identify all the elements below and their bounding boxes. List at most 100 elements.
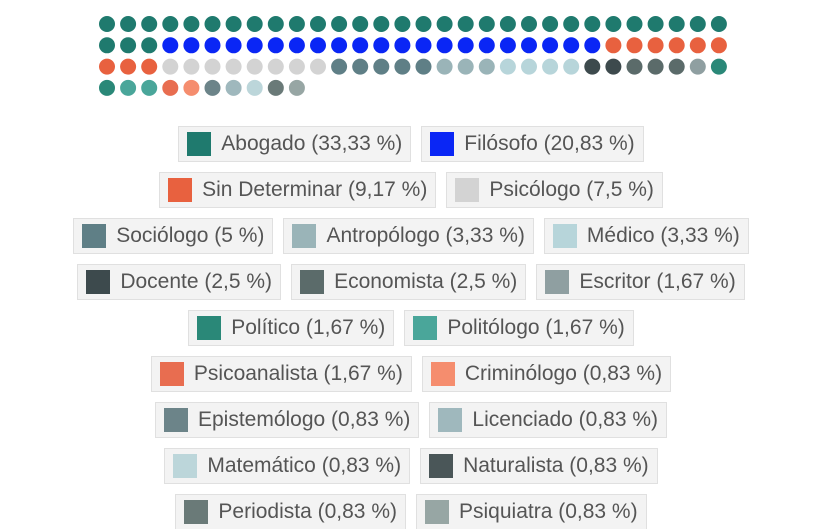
- dot: [584, 37, 601, 54]
- dot: [647, 16, 664, 32]
- dot: [478, 16, 495, 32]
- legend-row: Docente (2,5 %) Economista (2,5 %) Escrito…: [0, 264, 822, 310]
- legend-item[interactable]: Sociólogo (5 %): [73, 218, 274, 254]
- dot: [204, 16, 221, 32]
- legend-label: Sociólogo (5 %): [116, 224, 265, 247]
- legend-item[interactable]: Criminólogo (0,83 %): [421, 356, 672, 392]
- dot: [457, 16, 474, 32]
- dot: [141, 79, 158, 96]
- dot: [710, 16, 727, 32]
- legend-label: Psicoanalista (1,67 %): [193, 362, 403, 385]
- legend-label: Sin Determinar (9,17 %): [202, 178, 428, 201]
- dot: [521, 16, 537, 32]
- dot: [310, 16, 326, 32]
- legend-swatch: [300, 270, 325, 294]
- dot: [415, 58, 432, 75]
- dot: [225, 58, 242, 75]
- legend-row: Sin Determinar (9,17 %) Psicólogo (7,5 %): [0, 172, 822, 218]
- legend-swatch: [455, 178, 480, 202]
- dot: [352, 37, 369, 54]
- dot: [668, 58, 685, 75]
- dot: [267, 58, 284, 75]
- legend-label: Docente (2,5 %): [120, 270, 273, 293]
- legend-label: Político (1,67 %): [231, 316, 386, 339]
- dot: [141, 58, 158, 75]
- dot: [141, 16, 158, 32]
- legend-item[interactable]: Político (1,67 %): [188, 310, 395, 346]
- legend-swatch: [425, 500, 449, 524]
- legend-item[interactable]: Periodista (0,83 %): [175, 494, 406, 529]
- legend-row: Periodista (0,83 %) Psiquiatra (0,83 %): [0, 494, 822, 529]
- legend-label: Criminólogo (0,83 %): [464, 362, 663, 385]
- legend-swatch: [197, 316, 222, 340]
- legend-row: Psicoanalista (1,67 %) Criminólogo (0,83 …: [0, 356, 822, 402]
- dot: [415, 16, 432, 32]
- dot: [331, 37, 348, 54]
- dot: [478, 58, 495, 75]
- dot: [626, 58, 643, 75]
- legend-row: Abogado (33,33 %) Filósofo (20,83 %): [0, 126, 822, 172]
- dot: [478, 37, 495, 54]
- legend-item[interactable]: Licenciado (0,83 %): [429, 402, 668, 438]
- legend-label: Economista (2,5 %): [334, 270, 518, 293]
- dot: [183, 79, 200, 96]
- legend-item[interactable]: Politólogo (1,67 %): [404, 310, 634, 346]
- dot: [331, 16, 348, 32]
- dot: [436, 16, 453, 32]
- legend-item[interactable]: Filósofo (20,83 %): [421, 126, 644, 162]
- dot: [225, 16, 242, 32]
- dot: [288, 79, 305, 96]
- dot: [267, 79, 284, 96]
- dot: [647, 58, 664, 75]
- legend-row: Epistemólogo (0,83 %) Licenciado (0,83 %): [0, 402, 822, 448]
- legend-swatch: [159, 362, 184, 386]
- legend-item[interactable]: Psicoanalista (1,67 %): [150, 356, 412, 392]
- dot: [288, 58, 305, 75]
- legend-item[interactable]: Médico (3,33 %): [543, 218, 749, 254]
- dot: [162, 37, 179, 54]
- legend-label: Escritor (1,67 %): [579, 270, 736, 293]
- dot: [436, 37, 453, 54]
- legend-item[interactable]: Naturalista (0,83 %): [420, 448, 658, 484]
- legend-label: Médico (3,33 %): [586, 224, 740, 247]
- legend-item[interactable]: Antropólogo (3,33 %): [283, 218, 534, 254]
- dot: [204, 37, 221, 54]
- legend-swatch: [168, 178, 193, 202]
- dot: [99, 58, 115, 75]
- legend-label: Psiquiatra (0,83 %): [459, 500, 638, 523]
- legend-item[interactable]: Docente (2,5 %): [77, 264, 282, 300]
- dot: [668, 37, 685, 54]
- dot-grid: [99, 16, 727, 96]
- dot: [689, 37, 706, 54]
- dot: [542, 58, 559, 75]
- legend-item[interactable]: Psiquiatra (0,83 %): [416, 494, 647, 529]
- legend-item[interactable]: Matemático (0,83 %): [164, 448, 411, 484]
- dot: [373, 16, 390, 32]
- dot: [499, 58, 516, 75]
- dot: [331, 58, 348, 75]
- dot: [563, 58, 580, 75]
- legend-swatch: [86, 270, 111, 294]
- dot: [162, 16, 179, 32]
- legend-label: Politólogo (1,67 %): [447, 316, 625, 339]
- dot: [288, 16, 305, 32]
- dot: [120, 37, 137, 54]
- legend-label: Abogado (33,33 %): [221, 132, 403, 155]
- dot: [373, 37, 390, 54]
- dot: [204, 79, 221, 96]
- legend-label: Psicólogo (7,5 %): [489, 178, 654, 201]
- legend-label: Filósofo (20,83 %): [464, 132, 635, 155]
- dot: [99, 37, 115, 54]
- dot: [141, 37, 158, 54]
- dot: [310, 58, 326, 75]
- legend-item[interactable]: Psicólogo (7,5 %): [446, 172, 663, 208]
- legend-item[interactable]: Economista (2,5 %): [291, 264, 527, 300]
- dot: [246, 79, 263, 96]
- legend-swatch: [173, 454, 198, 478]
- legend-item[interactable]: Epistemólogo (0,83 %): [154, 402, 420, 438]
- legend-item[interactable]: Sin Determinar (9,17 %): [159, 172, 437, 208]
- legend-item[interactable]: Abogado (33,33 %): [178, 126, 412, 162]
- dot: [563, 37, 580, 54]
- legend-item[interactable]: Escritor (1,67 %): [536, 264, 745, 300]
